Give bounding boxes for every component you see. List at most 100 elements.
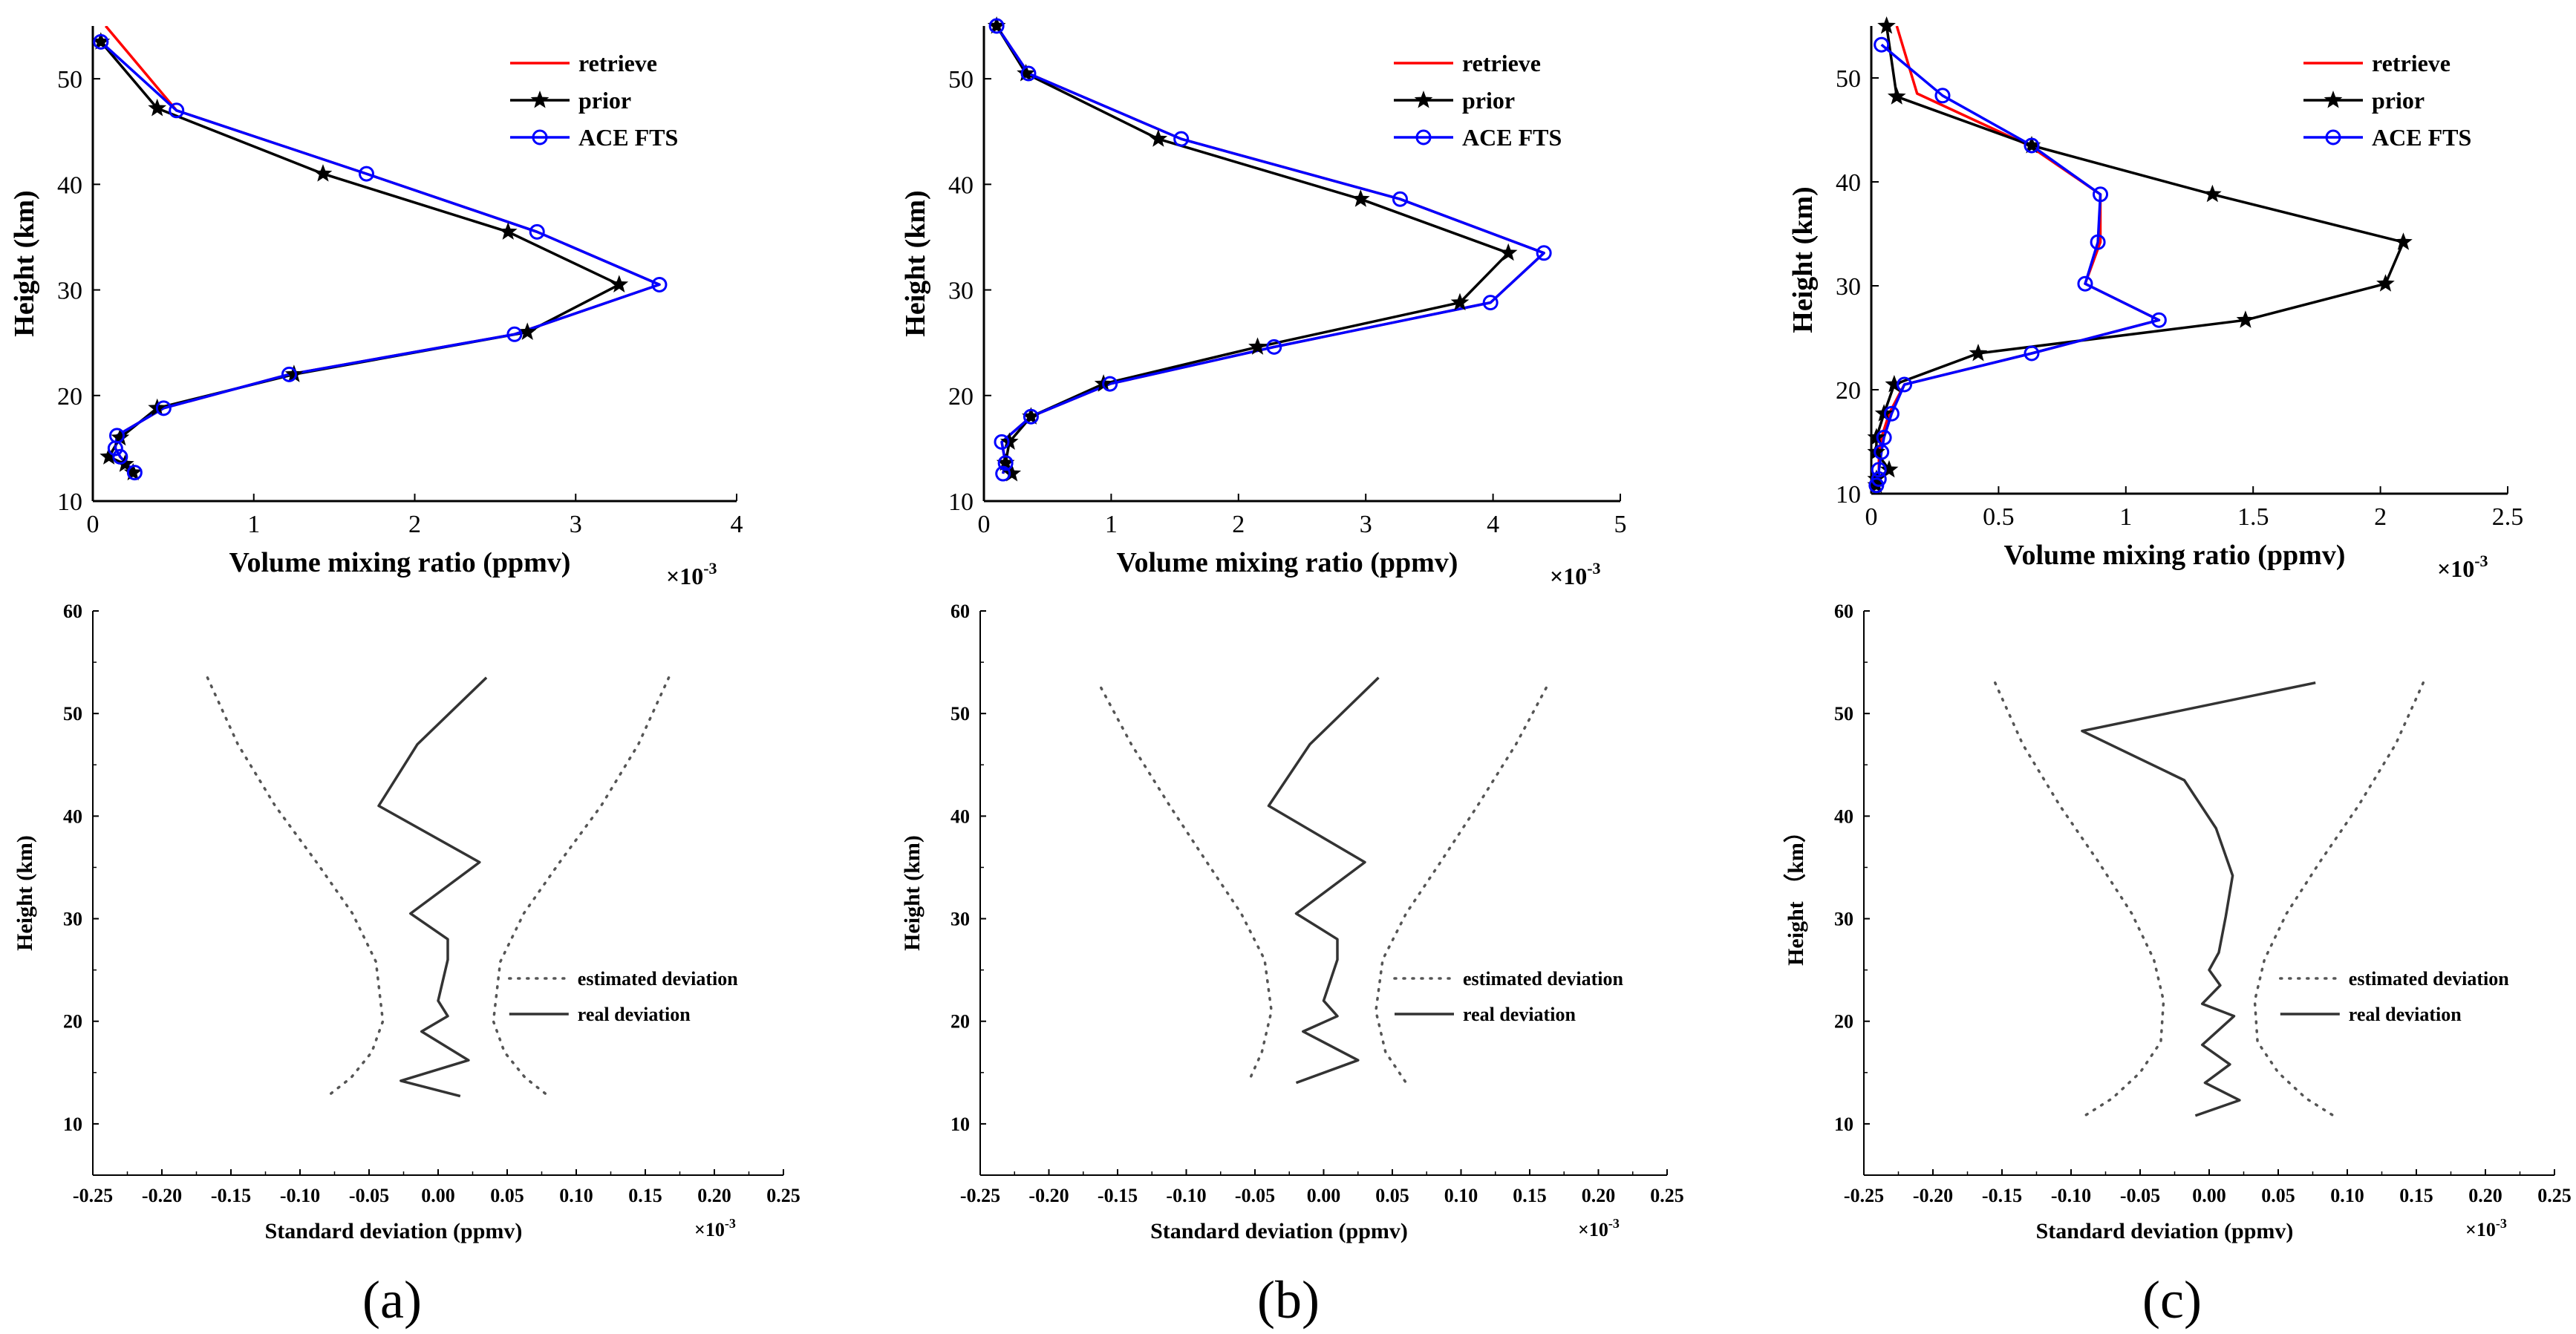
point-star <box>1969 344 1988 362</box>
y-tick-label: 10 <box>948 488 974 516</box>
point-star <box>2394 232 2413 250</box>
y-tick-label: 30 <box>950 909 970 930</box>
series-line-prior <box>1875 26 2405 485</box>
x-tick-label: 1 <box>1105 511 1118 538</box>
x-tick-label: 0.05 <box>1375 1185 1409 1206</box>
x-tick-label: 0.10 <box>1444 1185 1478 1206</box>
x-tick-label: 2 <box>408 511 421 538</box>
point-star <box>1887 87 1906 105</box>
point-star <box>2236 310 2255 328</box>
y-axis-title: Height （km） <box>1783 820 1808 966</box>
chart-c-bot: -0.25 -0.20 -0.15 -0.10 -0.05 0.00 0.05 0.10 0.1… <box>1783 601 2572 1243</box>
x-tick-label: 4 <box>731 511 743 538</box>
point-circle <box>1536 245 1552 261</box>
point-star <box>1877 16 1896 34</box>
x-axis-title: Standard deviation (ppmv) <box>265 1219 523 1243</box>
panel-label-c: (c) <box>2142 1270 2202 1330</box>
x-tick-label: -0.15 <box>1098 1185 1138 1206</box>
series-line-estimated-deviation <box>492 676 671 1098</box>
point-circle <box>1173 131 1190 147</box>
x-tick-label: 5 <box>1614 511 1627 538</box>
point-circle <box>1266 339 1282 355</box>
x-tick-label: -0.25 <box>73 1185 113 1206</box>
point-circle <box>358 166 374 182</box>
x-tick-label: 1 <box>247 511 260 538</box>
series-line-retrieve <box>1875 26 2161 486</box>
x-tick-label: 0.00 <box>2192 1185 2226 1206</box>
y-tick-label: 40 <box>1834 805 1853 827</box>
point-star <box>1351 189 1370 207</box>
x-tick-label: 0.00 <box>421 1185 455 1206</box>
x-tick-label: 0.15 <box>1513 1185 1547 1206</box>
series-group <box>1875 26 2405 486</box>
x-tick-label: 0 <box>87 511 100 538</box>
legend-label: prior <box>2372 87 2425 114</box>
chart-b-top: 0 1 2 3 4 5 10 20 30 40 50 Volume mixing ratio (ppm… <box>900 16 1627 589</box>
point-star <box>1248 337 1267 355</box>
legend-label: prior <box>578 87 631 114</box>
x-tick-label: 0.25 <box>2537 1185 2572 1206</box>
legend-label: prior <box>1462 87 1515 114</box>
legend-label: ACE FTS <box>2372 124 2471 151</box>
series-line-real-deviation <box>2081 681 2316 1117</box>
x-tick-label: -0.20 <box>142 1185 182 1206</box>
chart-a-top: 0 1 2 3 4 10 20 30 40 50 Volume mixing ratio (ppmv… <box>9 26 743 589</box>
legend-label: estimated deviation <box>578 968 738 990</box>
point-circle <box>1023 408 1039 425</box>
x-tick-label: -0.25 <box>960 1185 1000 1206</box>
y-tick-label: 50 <box>948 66 974 94</box>
x-scale-factor: ×10-3 <box>666 559 717 589</box>
x-scale-exponent: -3 <box>1587 559 1600 578</box>
x-tick-label: -0.05 <box>349 1185 389 1206</box>
y-axis-title: Height (km) <box>9 190 40 336</box>
point-circle <box>1482 295 1499 311</box>
legend-label: real deviation <box>578 1004 691 1025</box>
y-tick-label: 50 <box>57 66 82 94</box>
point-circle <box>988 18 1005 34</box>
x-tick-label: 0.15 <box>628 1185 662 1206</box>
x-tick-label: -0.15 <box>1982 1185 2022 1206</box>
legend-label: estimated deviation <box>1463 968 1623 990</box>
point-star <box>2203 184 2222 203</box>
legend-label: retrieve <box>1462 50 1541 76</box>
y-tick-label: 20 <box>63 1011 82 1033</box>
y-tick-label: 20 <box>950 1011 970 1033</box>
series-line-prior <box>100 41 621 474</box>
panel-label-a: (a) <box>362 1270 422 1330</box>
point-star <box>2022 136 2041 154</box>
x-tick-label: 0.05 <box>490 1185 524 1206</box>
series-group <box>206 676 671 1098</box>
y-tick-label: 60 <box>63 601 82 622</box>
x-tick-label: 1 <box>2119 503 2132 531</box>
legend-star <box>1414 91 1433 108</box>
series-group <box>1993 681 2425 1117</box>
point-star <box>91 32 111 50</box>
x-scale-exponent: -3 <box>1608 1216 1620 1231</box>
point-star <box>996 453 1015 471</box>
legend-label: estimated deviation <box>2349 968 2509 990</box>
y-tick-label: 50 <box>950 703 970 725</box>
x-tick-label: -0.25 <box>1844 1185 1884 1206</box>
legend-label: retrieve <box>578 50 657 76</box>
point-circle <box>1897 376 1913 393</box>
point-circle <box>1392 191 1408 207</box>
legend-circle <box>532 129 548 146</box>
x-scale-factor: ×10-3 <box>2465 1216 2507 1240</box>
chart-c-top: 0 0.5 1 1.5 2 2.5 10 20 30 40 50 Volume mixing rati… <box>1787 16 2523 582</box>
y-tick-label: 10 <box>950 1114 970 1135</box>
series-line-ace-fts <box>995 26 1545 474</box>
point-star <box>2376 274 2395 292</box>
x-tick-label: -0.20 <box>1028 1185 1069 1206</box>
y-axis-title: Height (km) <box>900 835 925 951</box>
series-line-estimated-deviation <box>206 676 385 1098</box>
x-tick-label: 2 <box>1232 511 1245 538</box>
series-line-real-deviation <box>1267 676 1380 1085</box>
point-star <box>123 462 143 481</box>
y-tick-label: 40 <box>1836 169 1861 197</box>
x-scale-exponent: -3 <box>2496 1216 2507 1231</box>
point-circle <box>1883 405 1900 422</box>
legend-label: ACE FTS <box>1462 124 1562 151</box>
x-tick-label: -0.05 <box>1235 1185 1275 1206</box>
panel-label-b: (b) <box>1257 1270 1320 1330</box>
x-axis-title: Standard deviation (ppmv) <box>2036 1219 2294 1243</box>
